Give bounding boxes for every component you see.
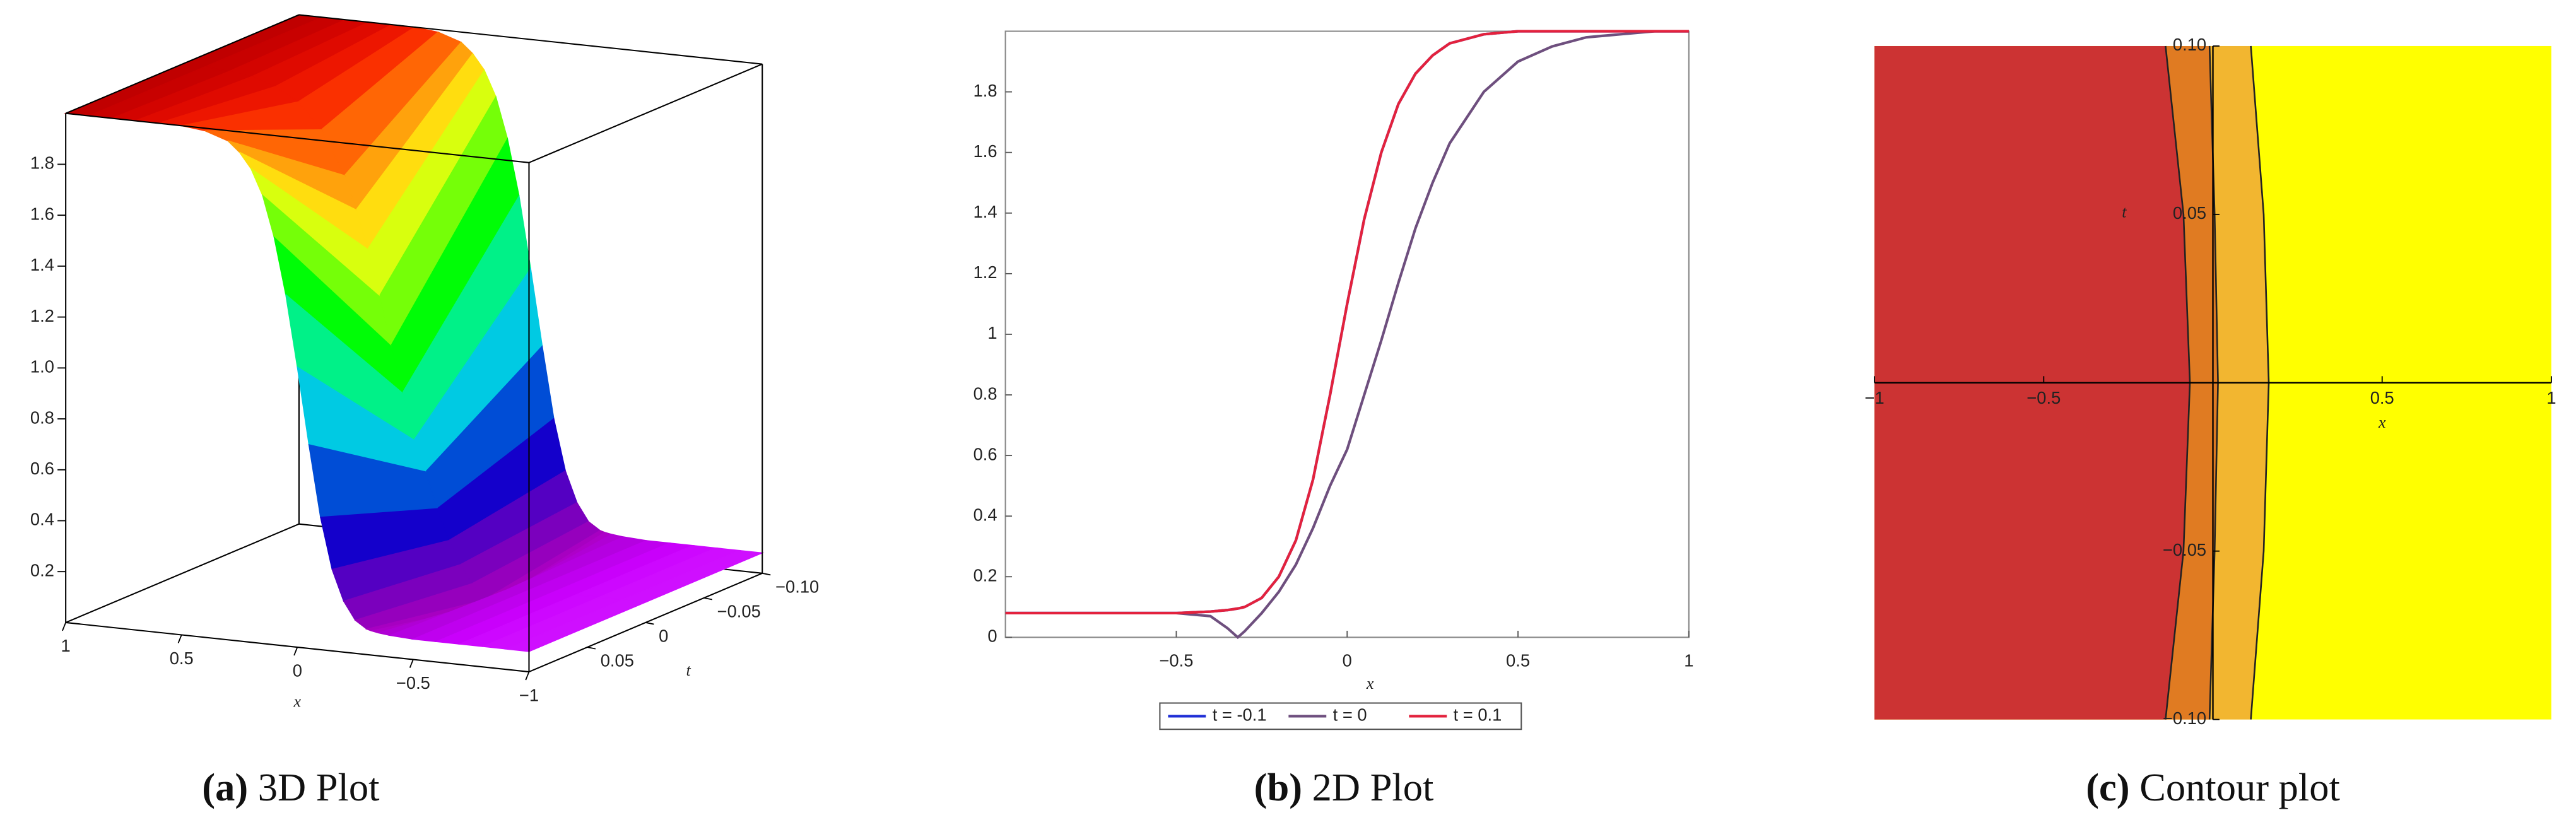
- y-tick-label: 0.8: [973, 384, 997, 403]
- y-tick-label: 0.05: [2173, 203, 2206, 223]
- z-tick-label: 1.0: [30, 357, 54, 377]
- z-tick-label: 0.4: [30, 510, 54, 529]
- x-tick-label: −1: [1865, 388, 1885, 407]
- x-tick-label: 0: [293, 660, 302, 680]
- x-tick-label: 1: [1684, 651, 1693, 671]
- t-axis-label: t: [686, 661, 691, 679]
- t-tick-label: 0: [659, 626, 668, 646]
- caption-text: 2D Plot: [1312, 765, 1434, 809]
- x-tick: [293, 647, 298, 656]
- x-tick-label: 0.5: [2370, 388, 2394, 407]
- y-tick-label: 0.6: [973, 444, 997, 464]
- caption-text: 3D Plot: [258, 765, 380, 809]
- x-tick: [409, 659, 414, 668]
- box-edge: [66, 112, 529, 163]
- legend-label: t = 0.1: [1454, 705, 1502, 725]
- caption: (b) 2D Plot: [1254, 765, 1434, 809]
- legend-box: [1159, 702, 1522, 730]
- box-edge: [65, 523, 300, 623]
- x-tick-label: 1: [2546, 388, 2556, 407]
- t-axis-label: t: [2122, 203, 2127, 221]
- box-edge: [65, 14, 300, 114]
- caption-label: (a): [202, 765, 248, 809]
- z-tick-label: 1.4: [30, 255, 54, 274]
- y-tick-label: 1.6: [973, 141, 997, 161]
- x-tick: [62, 622, 67, 631]
- caption-label: (c): [2086, 765, 2129, 809]
- legend-label: t = 0: [1333, 705, 1367, 725]
- x-tick-label: 0: [1343, 651, 1352, 671]
- series-line: [1005, 30, 1689, 640]
- x-axis-label: x: [1366, 674, 1374, 693]
- t-tick: [703, 597, 712, 601]
- caption-text: Contour plot: [2139, 765, 2340, 809]
- y-tick-label: 1: [987, 323, 997, 343]
- y-tick-label: 0.4: [973, 505, 997, 524]
- box-edge: [529, 63, 763, 163]
- box-edge: [298, 14, 763, 65]
- t-tick: [587, 647, 596, 650]
- t-tick-label: 0.05: [601, 651, 634, 671]
- y-tick-label: 0.2: [973, 566, 997, 585]
- y-tick-label: −0.05: [2163, 540, 2206, 560]
- caption-label: (b): [1254, 765, 1302, 809]
- y-tick-label: 1.2: [973, 262, 997, 282]
- caption: (c) Contour plot: [2086, 765, 2340, 809]
- x-tick-label: −0.5: [2026, 388, 2061, 407]
- surface-patch: [503, 599, 648, 652]
- z-tick-label: 0.8: [30, 407, 54, 427]
- y-tick-label: 0: [987, 626, 997, 646]
- y-tick-label: 1.8: [973, 81, 997, 100]
- x-tick-label: −0.5: [1159, 651, 1193, 671]
- x-tick-label: 1: [61, 636, 71, 655]
- t-tick: [762, 572, 771, 576]
- y-tick-label: 0.10: [2173, 35, 2206, 54]
- caption: (a) 3D Plot: [202, 765, 379, 809]
- z-tick-label: 1.2: [30, 306, 54, 325]
- z-tick-label: 1.6: [30, 204, 54, 223]
- y-tick-label: 1.4: [973, 202, 997, 221]
- legend-label: t = -0.1: [1213, 705, 1267, 725]
- series-line: [1005, 30, 1689, 615]
- x-tick-label: 0.5: [170, 648, 194, 668]
- t-tick-label: −0.10: [775, 577, 819, 596]
- plot-frame: [1004, 30, 1690, 638]
- x-axis-label: x: [2378, 413, 2386, 431]
- x-tick: [177, 635, 182, 643]
- x-tick-label: −1: [519, 685, 539, 705]
- t-tick-label: −0.05: [717, 602, 761, 621]
- series-line: [1005, 30, 1689, 615]
- x-tick: [525, 671, 530, 681]
- x-axis-label: x: [293, 693, 302, 711]
- y-tick-label: −0.10: [2163, 708, 2206, 728]
- z-tick-label: 0.6: [30, 459, 54, 478]
- x-tick-label: 0.5: [1506, 651, 1530, 671]
- z-tick-label: 0.2: [30, 560, 54, 580]
- x-tick-label: −0.5: [396, 673, 430, 693]
- z-tick-label: 1.8: [30, 153, 54, 173]
- t-tick: [645, 622, 654, 625]
